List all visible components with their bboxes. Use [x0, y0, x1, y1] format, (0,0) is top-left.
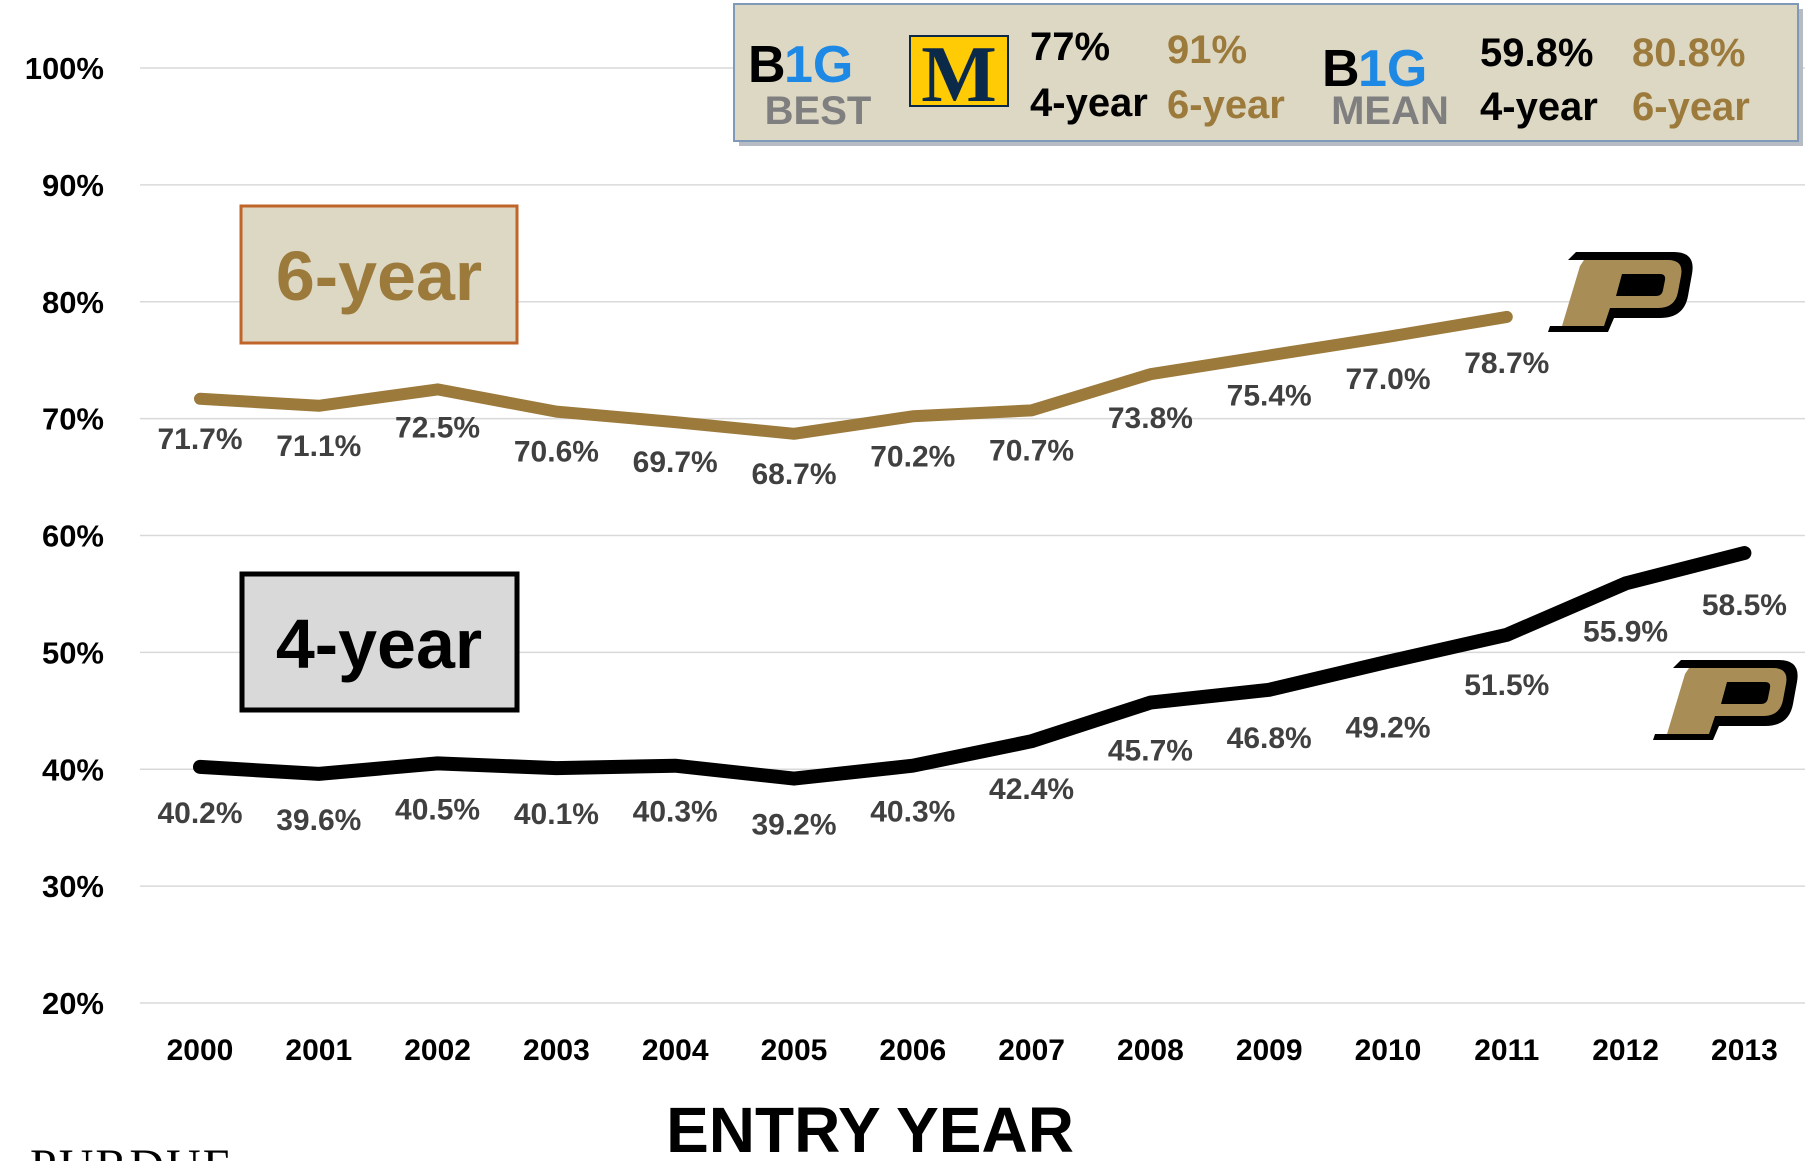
- six-year-box-label: 6-year: [276, 237, 482, 315]
- y-tick-label: 50%: [42, 635, 104, 670]
- four-year-box: 4-year: [239, 571, 520, 713]
- data-label-four-year: 45.7%: [1108, 735, 1193, 768]
- data-label-four-year: 58.5%: [1702, 589, 1787, 622]
- data-label-six-year: 78.7%: [1464, 347, 1549, 380]
- four-year-box-frame: [239, 571, 520, 713]
- data-label-four-year: 55.9%: [1583, 615, 1668, 648]
- data-label-four-year: 40.1%: [514, 798, 599, 831]
- michigan-m-letter: M: [921, 31, 997, 119]
- purdue-p-logo: [1548, 252, 1693, 332]
- data-label-six-year: 72.5%: [395, 411, 480, 444]
- big-ten-logo-1g: 1G: [784, 36, 853, 94]
- legend-best-4yr-value: 77%: [1030, 25, 1110, 69]
- x-axis-label: ENTRY YEAR: [666, 1094, 1074, 1161]
- legend-mean-6yr-label: 6-year: [1632, 85, 1750, 129]
- big-ten-logo: B 1G: [748, 36, 853, 94]
- purdue-p-logo-4yr: [1653, 660, 1798, 740]
- data-label-four-year: 40.5%: [395, 793, 480, 826]
- data-label-four-year: 40.3%: [633, 796, 718, 829]
- data-label-four-year: 49.2%: [1345, 712, 1430, 745]
- y-tick-label: 30%: [42, 869, 104, 904]
- legend-best-label: BEST: [765, 89, 872, 133]
- legend-best-6yr-label: 6-year: [1167, 83, 1285, 127]
- legend-mean-6yr-value: 80.8%: [1632, 31, 1745, 75]
- series-lines: [193, 310, 1752, 786]
- y-axis-ticks: 20% 30% 40% 50% 60% 70% 80% 90% 100%: [25, 51, 104, 1021]
- x-tick-label: 2012: [1592, 1034, 1659, 1067]
- six-year-box-frame: [239, 204, 519, 345]
- purdue-wordmark: PURDUE: [30, 1140, 234, 1161]
- data-label-six-year: 77.0%: [1345, 363, 1430, 396]
- data-label-six-year: 70.7%: [989, 434, 1074, 467]
- data-label-six-year: 70.2%: [870, 440, 955, 473]
- legend-box: B 1G BEST M 77% 91% 4-year 6-year B 1G M…: [733, 3, 1803, 146]
- data-label-four-year: 40.3%: [870, 796, 955, 829]
- data-label-four-year: 40.2%: [157, 797, 242, 830]
- michigan-m-bg: [909, 35, 1009, 107]
- y-tick-label: 60%: [42, 519, 104, 554]
- data-label-six-year: 73.8%: [1108, 402, 1193, 435]
- data-label-six-year: 69.7%: [633, 446, 718, 479]
- x-tick-label: 2004: [642, 1034, 709, 1067]
- y-tick-label: 70%: [42, 402, 104, 437]
- data-label-six-year: 71.7%: [157, 423, 242, 456]
- data-label-four-year: 42.4%: [989, 773, 1074, 806]
- x-tick-label: 2007: [998, 1034, 1065, 1067]
- data-label-six-year: 75.4%: [1227, 380, 1312, 413]
- purdue-p-logo-counter: [1616, 274, 1666, 296]
- y-tick-label: 100%: [25, 51, 104, 86]
- legend-mean-4yr-label: 4-year: [1480, 85, 1598, 129]
- data-label-four-year: 46.8%: [1227, 722, 1312, 755]
- legend-best-6yr-value: 91%: [1167, 28, 1247, 72]
- x-tick-label: 2003: [523, 1034, 590, 1067]
- purdue-p-logo-4yr-counter: [1721, 682, 1771, 704]
- data-label-six-year: 70.6%: [514, 436, 599, 469]
- legend-best-4yr-label: 4-year: [1030, 81, 1148, 125]
- series-line-six-year: [194, 310, 1513, 440]
- y-tick-label: 90%: [42, 168, 104, 203]
- series-line-four-year: [193, 546, 1752, 786]
- michigan-m-logo: M: [909, 31, 1009, 119]
- x-tick-label: 2013: [1711, 1034, 1778, 1067]
- data-label-four-year: 39.6%: [276, 804, 361, 837]
- x-tick-label: 2010: [1355, 1034, 1422, 1067]
- legend-mean-label: MEAN: [1331, 89, 1449, 133]
- four-year-box-label: 4-year: [276, 605, 482, 683]
- big-ten-logo-b: B: [748, 36, 786, 94]
- big-ten-mean-logo-b: B: [1322, 40, 1360, 98]
- x-tick-label: 2009: [1236, 1034, 1303, 1067]
- big-ten-mean-logo-1g: 1G: [1358, 40, 1427, 98]
- x-tick-label: 2001: [285, 1034, 352, 1067]
- x-tick-label: 2000: [167, 1034, 234, 1067]
- y-tick-label: 40%: [42, 752, 104, 787]
- x-tick-label: 2005: [761, 1034, 828, 1067]
- series-data-labels: 71.7% 71.1% 72.5% 70.6% 69.7% 68.7% 70.2% 70.7%…: [157, 347, 1786, 842]
- data-label-four-year: 51.5%: [1464, 669, 1549, 702]
- data-label-six-year: 68.7%: [751, 458, 836, 491]
- data-label-six-year: 71.1%: [276, 430, 361, 463]
- y-tick-label: 80%: [42, 285, 104, 320]
- y-tick-label: 20%: [42, 986, 104, 1021]
- big-ten-mean-logo: B 1G: [1322, 40, 1427, 98]
- x-tick-label: 2006: [879, 1034, 946, 1067]
- six-year-box: 6-year: [239, 204, 519, 345]
- legend-mean-4yr-value: 59.8%: [1480, 31, 1593, 75]
- x-tick-label: 2002: [404, 1034, 471, 1067]
- data-label-four-year: 39.2%: [751, 809, 836, 842]
- x-tick-label: 2011: [1474, 1034, 1539, 1067]
- x-tick-label: 2008: [1117, 1034, 1184, 1067]
- x-axis-ticks: 2000 2001 2002 2003 2004 2005 2006 2007 2008 2009…: [167, 1034, 1778, 1067]
